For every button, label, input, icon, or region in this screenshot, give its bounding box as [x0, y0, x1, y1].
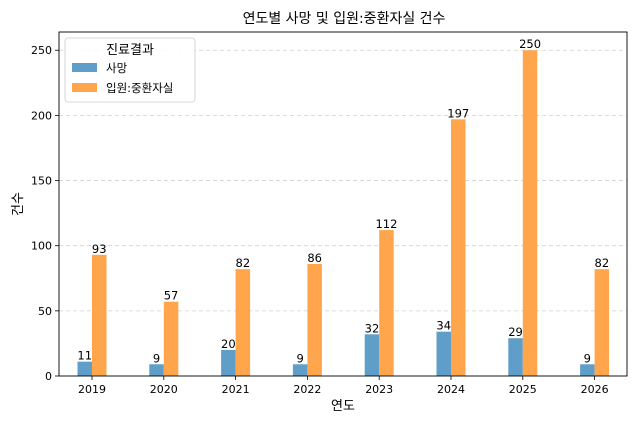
- y-tick-label: 200: [31, 109, 52, 122]
- bar-label: 11: [77, 349, 92, 363]
- bar-label: 57: [164, 289, 179, 303]
- bar-icu: [235, 269, 251, 376]
- bar-label: 197: [447, 106, 469, 120]
- y-tick-label: 250: [31, 44, 52, 57]
- bar-death: [292, 364, 308, 376]
- x-axis-ticks: 2019 2020 2021 2022 2023 2024 2025 2026: [78, 376, 609, 396]
- x-tick-label: 2024: [437, 383, 465, 396]
- bar-label: 93: [92, 242, 107, 256]
- bar-label: 20: [221, 337, 236, 351]
- legend-box: [64, 37, 196, 103]
- legend-label-icu: 입원:중환자실: [106, 81, 173, 95]
- bar-icu: [451, 119, 466, 376]
- y-axis-label: 건수: [11, 192, 26, 216]
- bar-icu: [163, 301, 179, 376]
- bar-icu: [522, 50, 538, 376]
- bar-label: 82: [236, 256, 251, 270]
- bar-label: 86: [307, 251, 322, 265]
- y-tick-label: 50: [38, 305, 52, 318]
- bars: [77, 50, 610, 376]
- bar-label: 29: [508, 325, 523, 339]
- legend-title: 진료결과: [106, 43, 154, 58]
- bar-death: [149, 364, 164, 376]
- x-tick-label: 2020: [150, 383, 178, 396]
- plot-frame: [58, 31, 628, 377]
- bar-death: [364, 334, 380, 376]
- bar-icu: [379, 230, 394, 376]
- bar-label: 112: [375, 217, 397, 231]
- x-tick-label: 2019: [78, 383, 106, 396]
- chart-title: 연도별 사망 및 입원:중환자실 건수: [243, 11, 446, 27]
- bar-icu: [307, 263, 322, 376]
- bar-death: [77, 361, 92, 376]
- gridlines: [59, 49, 627, 312]
- y-tick-label: 100: [31, 240, 52, 253]
- x-tick-label: 2021: [222, 383, 250, 396]
- legend-swatch-icu: [72, 83, 97, 92]
- bar-death: [436, 331, 451, 376]
- y-tick-label: 0: [45, 370, 52, 383]
- bar-death: [580, 364, 595, 376]
- legend-label-death: 사망: [106, 61, 128, 75]
- x-tick-label: 2026: [581, 383, 609, 396]
- bar-label: 32: [365, 321, 380, 335]
- y-tick-label: 150: [31, 175, 52, 188]
- bar-icu: [594, 269, 610, 376]
- bar-value-labels: 11 9 20 9 32 34 29 9 93 57 82 86 112 197 250 82: [77, 37, 609, 365]
- x-tick-label: 2022: [293, 383, 321, 396]
- bar-label: 9: [153, 351, 160, 365]
- bar-label: 250: [519, 37, 541, 51]
- x-tick-label: 2025: [509, 383, 537, 396]
- legend-swatch-death: [72, 63, 97, 72]
- x-tick-label: 2023: [365, 383, 393, 396]
- bar-label: 34: [436, 319, 451, 333]
- y-axis-ticks: 0 50 100 150 200 250: [31, 44, 59, 383]
- bar-label: 82: [595, 256, 610, 270]
- bar-death: [508, 338, 523, 376]
- bar-label: 9: [584, 351, 591, 365]
- legend: 진료결과 사망 입원:중환자실: [64, 37, 196, 103]
- bar-icu: [92, 254, 107, 376]
- bar-death: [221, 349, 236, 376]
- x-axis-label: 연도: [331, 399, 355, 414]
- bar-label: 9: [296, 351, 303, 365]
